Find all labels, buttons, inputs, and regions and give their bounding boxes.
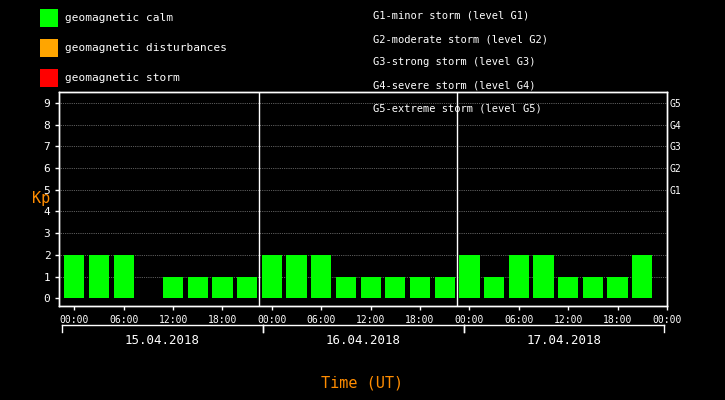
- Text: Time (UT): Time (UT): [321, 375, 404, 390]
- Bar: [484, 277, 505, 298]
- Text: 15.04.2018: 15.04.2018: [125, 334, 200, 346]
- Bar: [237, 277, 257, 298]
- Bar: [89, 255, 109, 298]
- Text: geomagnetic storm: geomagnetic storm: [65, 73, 180, 83]
- Bar: [212, 277, 233, 298]
- Bar: [558, 277, 579, 298]
- Text: G4-severe storm (level G4): G4-severe storm (level G4): [373, 81, 536, 91]
- Bar: [632, 255, 653, 298]
- Bar: [262, 255, 282, 298]
- Bar: [188, 277, 208, 298]
- Bar: [509, 255, 529, 298]
- Text: geomagnetic calm: geomagnetic calm: [65, 13, 173, 23]
- Bar: [434, 277, 455, 298]
- Bar: [460, 255, 479, 298]
- Bar: [534, 255, 554, 298]
- Bar: [360, 277, 381, 298]
- Text: 17.04.2018: 17.04.2018: [526, 334, 602, 346]
- Bar: [583, 277, 603, 298]
- Bar: [64, 255, 84, 298]
- Y-axis label: Kp: Kp: [32, 192, 50, 206]
- Bar: [286, 255, 307, 298]
- Bar: [163, 277, 183, 298]
- Text: G2-moderate storm (level G2): G2-moderate storm (level G2): [373, 34, 548, 44]
- Bar: [114, 255, 134, 298]
- Text: geomagnetic disturbances: geomagnetic disturbances: [65, 43, 227, 53]
- Text: G5-extreme storm (level G5): G5-extreme storm (level G5): [373, 104, 542, 114]
- Text: 16.04.2018: 16.04.2018: [326, 334, 401, 346]
- Text: G1-minor storm (level G1): G1-minor storm (level G1): [373, 11, 530, 21]
- Bar: [608, 277, 628, 298]
- Bar: [410, 277, 430, 298]
- Text: G3-strong storm (level G3): G3-strong storm (level G3): [373, 58, 536, 68]
- Bar: [336, 277, 356, 298]
- Bar: [311, 255, 331, 298]
- Bar: [385, 277, 405, 298]
